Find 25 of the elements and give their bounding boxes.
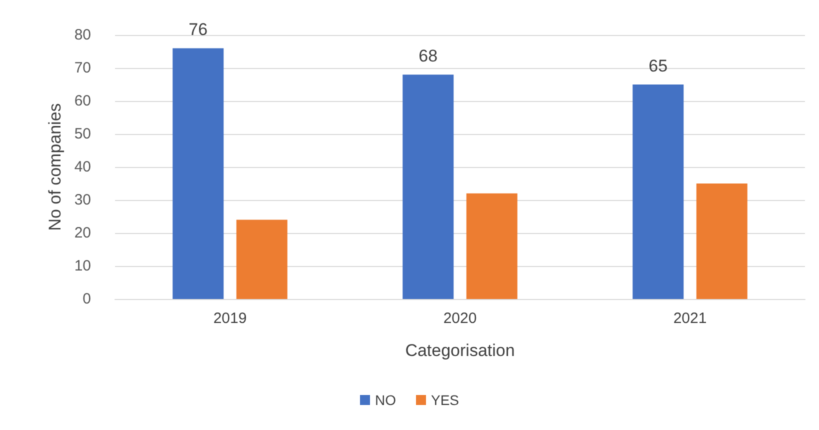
y-axis-title: No of companies: [45, 103, 64, 231]
bar: [402, 74, 454, 299]
data-label: 68: [418, 46, 438, 66]
bar: [466, 193, 518, 299]
y-tick-label: 0: [82, 290, 91, 308]
y-tick-label: 70: [74, 60, 91, 76]
y-tick-label: 20: [74, 224, 91, 242]
bar: [236, 220, 288, 299]
data-label: 76: [188, 20, 208, 40]
y-tick-label: 30: [74, 192, 91, 208]
x-tick-label: 2021: [673, 310, 707, 327]
y-tick-label: 40: [74, 158, 91, 176]
bar: [632, 84, 684, 299]
y-tick-label: 50: [74, 126, 91, 142]
x-tick-label: 2020: [443, 310, 477, 327]
y-tick-label: 60: [74, 92, 91, 110]
legend-label: NO: [374, 392, 396, 408]
data-label: 65: [648, 56, 668, 76]
x-axis-title: Categorisation: [405, 341, 515, 360]
bar: [696, 184, 748, 299]
legend-label: YES: [430, 392, 460, 408]
bar: [172, 48, 224, 299]
x-tick-label: 2019: [213, 310, 247, 327]
y-tick-label: 10: [74, 258, 91, 274]
y-tick-label: 80: [74, 26, 91, 44]
